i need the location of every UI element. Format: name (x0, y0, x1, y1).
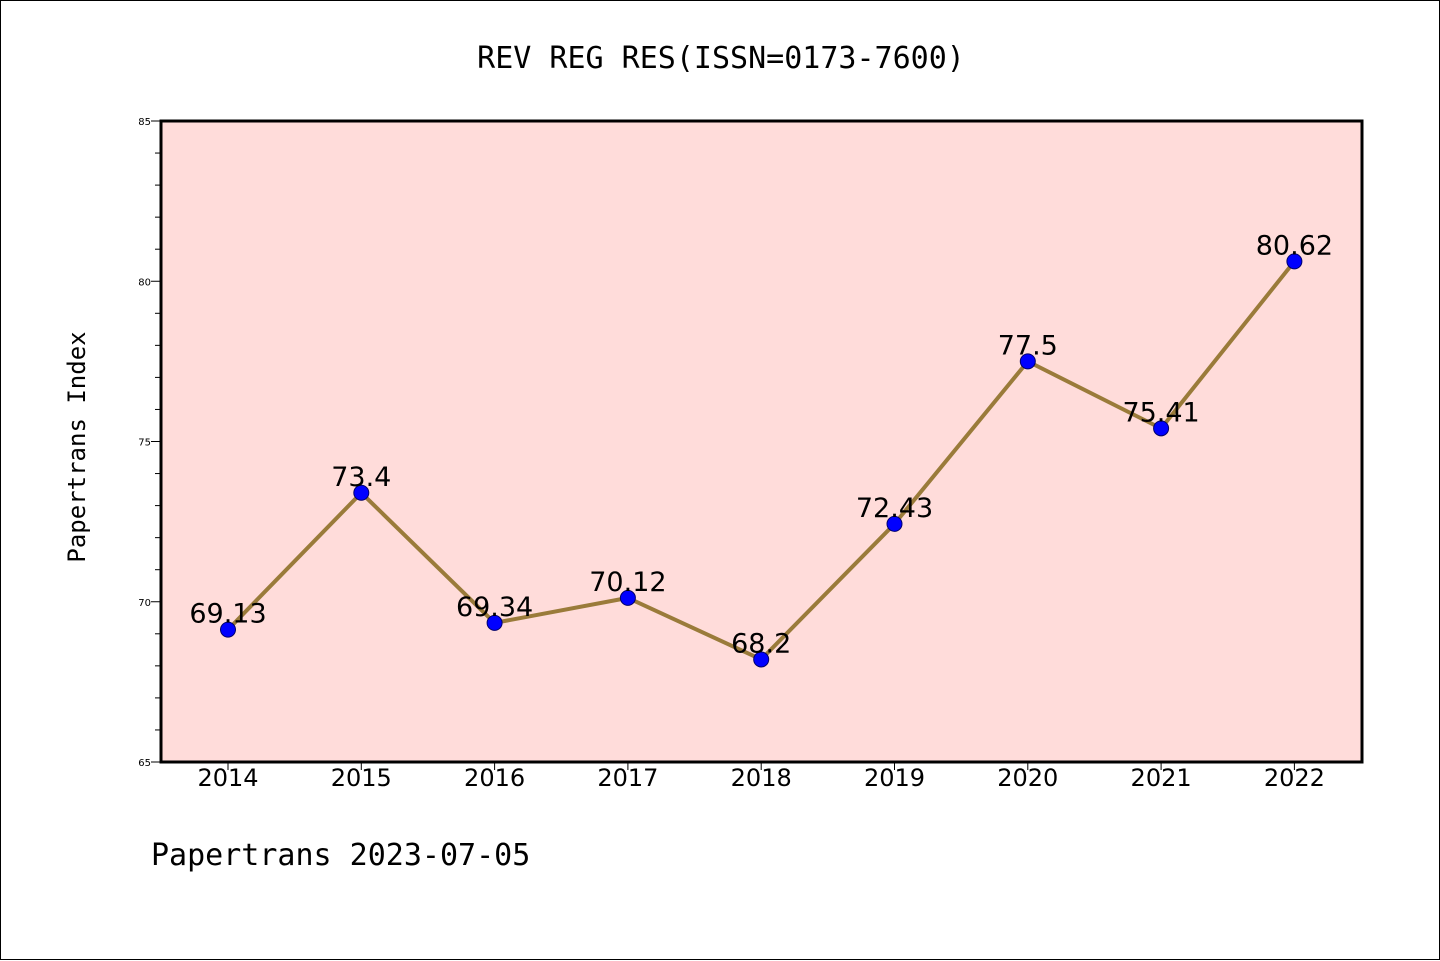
y-tick-label: 70 (138, 598, 151, 609)
y-tick-label: 80 (138, 277, 151, 288)
data-point (486, 614, 503, 631)
x-tick-label: 2014 (197, 764, 258, 792)
x-tick-label: 2018 (731, 764, 792, 792)
data-point (353, 484, 370, 501)
x-tick-label: 2020 (997, 764, 1058, 792)
marker-group (220, 253, 1303, 668)
y-axis-tick-labels: 65 70 75 80 85 (138, 117, 151, 769)
x-tick-label: 2019 (864, 764, 925, 792)
y-tick-label: 85 (138, 117, 151, 128)
data-label: 75.41 (1122, 397, 1199, 428)
y-axis-label: Papertrans Index (63, 331, 91, 562)
data-label: 80.62 (1256, 230, 1333, 261)
data-label: 77.5 (998, 330, 1058, 361)
x-tick-label: 2021 (1131, 764, 1192, 792)
x-tick-label: 2015 (331, 764, 392, 792)
x-axis-ticks (227, 762, 1295, 770)
data-point (1019, 353, 1036, 370)
data-label: 72.43 (856, 493, 933, 524)
data-label: 68.2 (731, 628, 791, 659)
y-axis-ticks (151, 120, 161, 763)
data-point (1153, 420, 1170, 437)
x-tick-label: 2016 (464, 764, 525, 792)
data-label-group: 69.13 73.4 69.34 70.12 68.2 72.43 77.5 75.41 80.… (189, 230, 1333, 659)
data-point (886, 515, 903, 532)
data-point (619, 589, 636, 606)
data-point (753, 651, 770, 668)
data-label: 73.4 (331, 462, 391, 493)
footer-watermark: Papertrans 2023-07-05 (151, 838, 530, 873)
chart-title: REV REG RES(ISSN=0173-7600) (477, 41, 965, 76)
x-tick-label: 2017 (597, 764, 658, 792)
data-label: 70.12 (589, 567, 666, 598)
y-tick-label: 65 (138, 758, 151, 769)
data-point (1286, 253, 1303, 270)
x-tick-label: 2022 (1264, 764, 1325, 792)
y-tick-label: 75 (138, 438, 151, 449)
data-label: 69.13 (189, 599, 266, 630)
data-point (220, 621, 236, 638)
data-label: 69.34 (456, 592, 533, 623)
x-axis-tick-labels: 2014 2015 2016 2017 2018 2019 2020 2021 2022 (197, 764, 1324, 792)
